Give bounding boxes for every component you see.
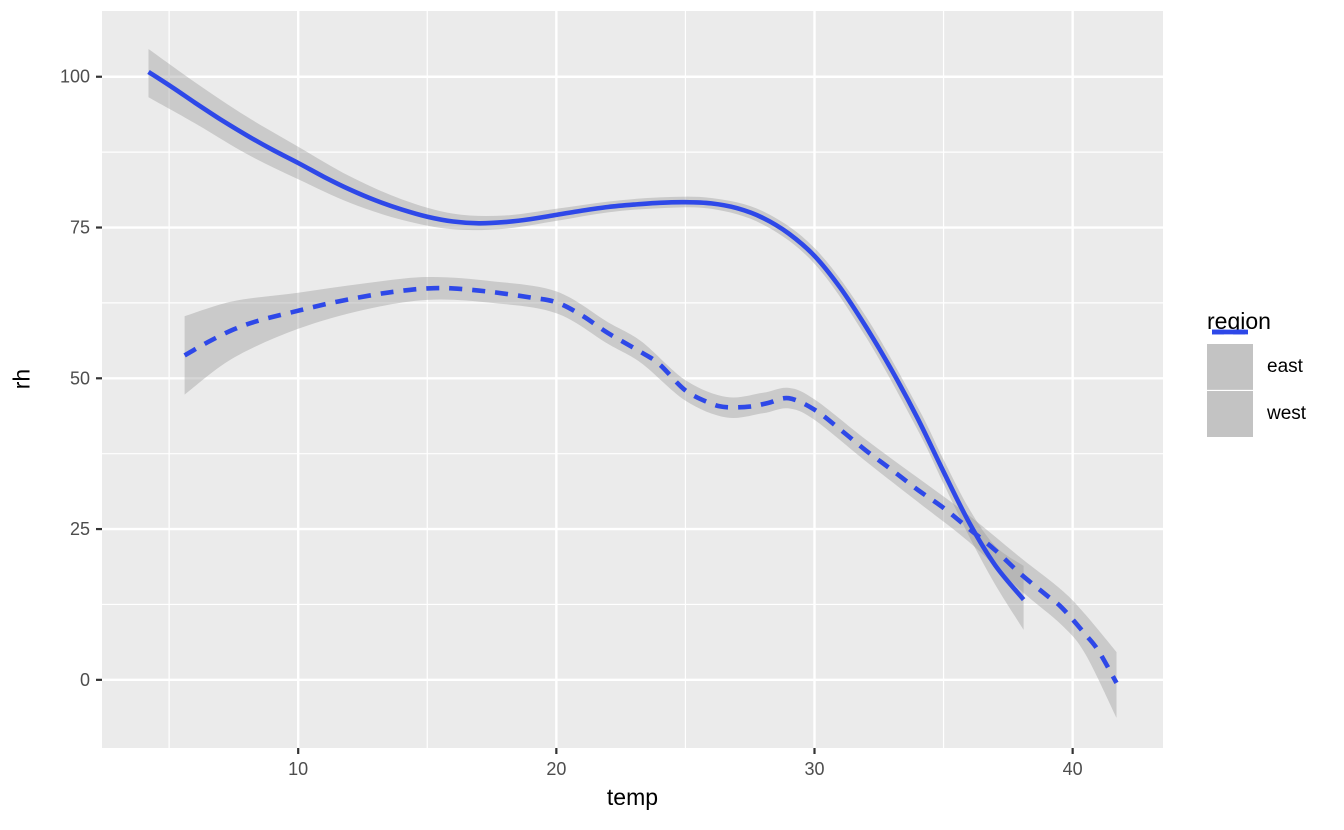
legend-item-west: west — [1207, 329, 1339, 437]
west-confidence-band — [184, 276, 1117, 718]
x-tick-label-10: 10 — [288, 759, 308, 779]
legend-items: east west — [1207, 329, 1339, 437]
legend-label: west — [1267, 402, 1307, 424]
panel-background — [102, 11, 1163, 748]
legend-item-east: east — [1207, 329, 1339, 390]
y-tick-label-100: 100 — [60, 67, 90, 87]
legend: region east west — [1207, 308, 1339, 437]
legend-label: east — [1267, 355, 1303, 377]
legend-key-east — [1207, 329, 1253, 390]
legend-key-west — [1207, 329, 1253, 437]
x-tick-label-30: 30 — [804, 759, 824, 779]
west-line — [183, 285, 1119, 685]
y-axis-title: rh — [8, 368, 35, 390]
x-axis-title: temp — [606, 784, 659, 810]
x-tick-label-40: 40 — [1063, 759, 1083, 779]
legend-title: region — [1207, 308, 1271, 334]
y-tick-label-0: 0 — [80, 670, 90, 690]
east-confidence-band — [148, 49, 1024, 630]
x-tick-label-20: 20 — [546, 759, 566, 779]
y-tick-label-25: 25 — [70, 519, 90, 539]
y-tick-label-50: 50 — [70, 368, 90, 388]
y-tick-label-75: 75 — [70, 218, 90, 238]
east-line — [147, 69, 1026, 602]
